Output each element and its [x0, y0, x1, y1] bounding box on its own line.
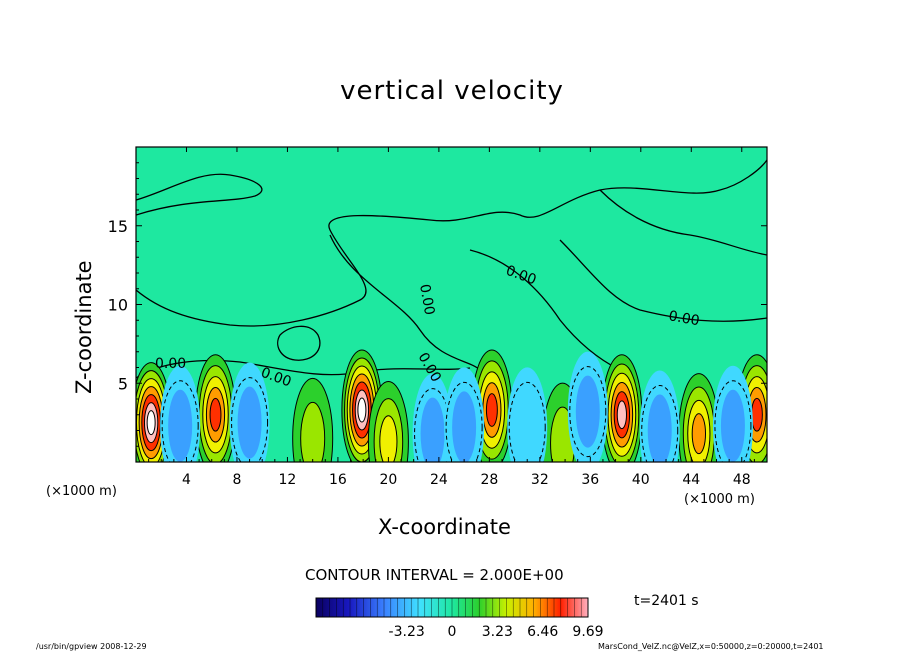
y-axis-label: Z-coordinate — [72, 260, 96, 394]
x-tick-label: 12 — [279, 472, 297, 488]
field-level — [750, 397, 763, 432]
footer-left: /usr/bin/gpview 2008-12-29 — [36, 642, 147, 651]
field-level — [647, 394, 672, 462]
field-cell — [412, 373, 453, 462]
field-level — [507, 367, 548, 462]
contour-line — [469, 249, 621, 371]
x-unit-label-right: (×1000 m) — [684, 492, 755, 507]
colorbar-tick-label: 9.69 — [572, 624, 603, 640]
x-tick-label: 44 — [682, 472, 700, 488]
field-level — [357, 397, 367, 423]
x-tick-label: 20 — [379, 472, 397, 488]
field-cell — [712, 365, 753, 462]
field-level — [452, 391, 477, 462]
y-tick-label: 15 — [108, 217, 128, 236]
contour-line — [136, 359, 471, 379]
x-unit-label-left: (×1000 m) — [46, 484, 117, 499]
contour-line — [559, 239, 767, 322]
field-level — [616, 400, 627, 430]
contour-line — [599, 189, 767, 256]
field-level — [146, 410, 156, 436]
field-cell — [601, 354, 643, 462]
x-tick-label: 36 — [581, 472, 599, 488]
x-tick-label: 16 — [329, 472, 347, 488]
colorbar-tick-label: 6.46 — [527, 624, 558, 640]
x-tick-label: 28 — [480, 472, 498, 488]
field-level — [300, 401, 326, 462]
contour-line — [136, 173, 263, 216]
field-contour — [569, 366, 607, 458]
field-cell — [229, 362, 270, 462]
colorbar-ticks: -3.23 0 3.23 6.46 9.69 — [322, 598, 604, 640]
contour-label: 0.00 — [667, 308, 700, 329]
field-cell — [567, 351, 608, 462]
x-tick-label: 32 — [531, 472, 549, 488]
field-level — [720, 389, 745, 462]
field-cell — [678, 373, 720, 462]
field-cell — [195, 354, 236, 462]
field-level — [379, 415, 398, 462]
field-contour — [714, 380, 752, 462]
contour-line — [136, 159, 767, 327]
field-contour — [641, 385, 679, 462]
field-contour — [445, 381, 483, 462]
contour-line — [277, 325, 321, 361]
y-tick-label: 10 — [108, 296, 128, 315]
field-level — [237, 386, 262, 459]
contour-label: 0.00 — [155, 356, 186, 372]
field-cell — [367, 381, 409, 462]
field-cell — [639, 370, 680, 462]
field-level — [209, 397, 222, 432]
contour-line — [329, 234, 481, 371]
cells-layer — [136, 349, 767, 462]
contour-label: 0.00 — [416, 283, 437, 316]
field-layer — [136, 159, 767, 462]
contour-interval-text: CONTOUR INTERVAL = 2.000E+00 — [305, 566, 564, 584]
field-cell — [507, 367, 548, 462]
field-level — [420, 397, 445, 462]
x-tick-label: 8 — [232, 472, 241, 488]
colorbar-tick-label: 3.23 — [482, 624, 513, 640]
x-tick-label: 24 — [430, 472, 448, 488]
x-tick-label: 48 — [733, 472, 751, 488]
field-level — [691, 413, 707, 455]
field-contour — [508, 381, 546, 462]
colorbar-tick-label: 0 — [448, 624, 457, 640]
time-label: t=2401 s — [634, 593, 699, 609]
x-ticks: 4 8 12 16 20 24 28 32 36 40 44 48 — [148, 147, 755, 488]
x-tick-label: 40 — [632, 472, 650, 488]
y-ticks: 5 10 15 — [108, 162, 767, 447]
footer-right: MarsCond_VelZ.nc@VelZ,x=0:50000,z=0:2000… — [598, 642, 824, 651]
field-cell — [160, 365, 201, 462]
x-axis-label: X-coordinate — [378, 515, 511, 539]
field-level — [575, 375, 600, 448]
field-contour — [161, 380, 199, 462]
field-level — [485, 393, 498, 427]
y-tick-label: 5 — [118, 374, 128, 393]
chart-title: vertical velocity — [340, 76, 564, 106]
x-tick-label: 4 — [182, 472, 191, 488]
field-cell — [444, 367, 485, 462]
field-level — [168, 389, 193, 462]
field-contour — [231, 377, 269, 462]
field-cell — [292, 377, 334, 462]
colorbar-tick-label: -3.23 — [389, 624, 425, 640]
